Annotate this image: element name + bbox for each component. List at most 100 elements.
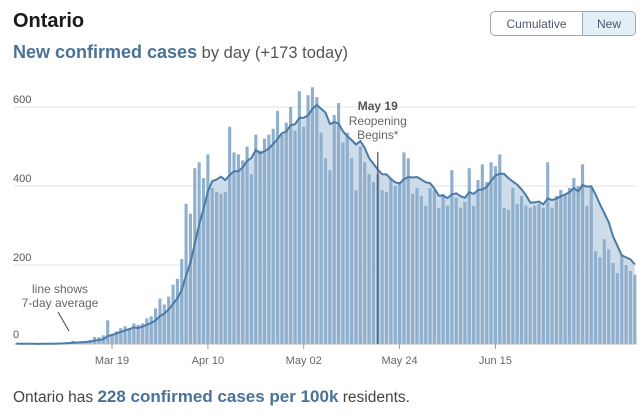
x-tick-label: May 24 <box>382 355 418 367</box>
bar <box>528 207 532 344</box>
subtitle-metric: New confirmed cases <box>13 42 198 62</box>
bar <box>127 328 132 344</box>
bar <box>594 251 598 345</box>
bar <box>454 197 458 344</box>
bar <box>463 201 467 344</box>
bar <box>241 160 245 344</box>
bar <box>350 158 354 344</box>
footer-prefix: Ontario has <box>13 389 98 406</box>
bar <box>476 180 480 344</box>
bar <box>258 150 262 344</box>
footer-suffix: residents. <box>338 389 410 406</box>
footer-summary: Ontario has 228 confirmed cases per 100k… <box>13 387 410 407</box>
bar <box>319 132 323 344</box>
chart-subtitle: New confirmed cases by day (+173 today) <box>13 42 348 63</box>
bar <box>472 205 476 344</box>
bar <box>546 162 550 344</box>
bar <box>537 203 541 344</box>
bar <box>602 239 606 344</box>
bar <box>533 205 537 344</box>
reopening-label-line1: Reopening <box>349 114 407 128</box>
seven-day-average-line <box>16 103 636 345</box>
bar <box>402 152 406 344</box>
bar <box>328 170 332 344</box>
bar <box>332 114 336 345</box>
y-tick-label: 200 <box>13 252 31 264</box>
bar <box>467 168 471 344</box>
bar <box>323 158 328 344</box>
bar <box>550 207 554 344</box>
bar <box>149 316 153 344</box>
bar <box>267 134 271 344</box>
bar <box>620 255 624 345</box>
bar <box>167 296 171 344</box>
y-tick-label: 400 <box>13 173 31 185</box>
y-tick-label: 0 <box>13 329 19 341</box>
bar <box>511 187 515 344</box>
bar <box>554 195 558 345</box>
bar <box>519 195 524 345</box>
bar <box>245 146 249 344</box>
bar <box>371 182 375 344</box>
average-note-pointer <box>57 311 70 332</box>
bar <box>228 126 232 344</box>
bar <box>633 274 637 345</box>
x-tick-label: Mar 19 <box>95 355 129 367</box>
bar <box>136 325 140 344</box>
bar <box>358 146 362 344</box>
bar <box>175 278 179 344</box>
average-note-line2: 7-day average <box>22 296 99 310</box>
bar <box>289 107 293 344</box>
x-tick-label: May 02 <box>286 355 322 367</box>
bar <box>193 168 197 344</box>
bar <box>345 132 349 344</box>
bar <box>310 87 314 344</box>
bar <box>154 308 158 344</box>
bar <box>271 128 275 344</box>
bar <box>197 162 201 344</box>
bar <box>498 154 502 344</box>
bar <box>389 178 393 344</box>
view-toggle[interactable]: Cumulative New <box>490 11 636 36</box>
bar <box>297 91 301 344</box>
bar <box>171 284 175 344</box>
daily-cases-chart: 0 200 400 600 Mar 19 Apr 10 May 02 May 24 Jun 15… <box>13 87 637 367</box>
bar <box>576 186 580 344</box>
bar <box>589 187 593 344</box>
bar <box>110 334 114 345</box>
bar <box>162 304 166 344</box>
bar <box>180 259 184 344</box>
bar <box>424 205 428 344</box>
bar <box>145 318 149 344</box>
bar <box>337 103 341 344</box>
bar <box>210 187 214 344</box>
bar <box>489 162 493 344</box>
bar <box>284 122 288 344</box>
bar <box>419 195 423 345</box>
bar <box>215 191 219 344</box>
bar <box>450 170 454 344</box>
cumulative-toggle-button[interactable]: Cumulative <box>491 12 583 35</box>
bar <box>611 263 615 344</box>
bar <box>276 110 280 344</box>
footer-stat: 228 confirmed cases per 100k <box>97 387 339 406</box>
bar <box>293 130 297 344</box>
bar <box>541 207 545 344</box>
bar <box>559 189 563 344</box>
bar <box>397 182 402 344</box>
bar <box>219 193 223 344</box>
bar <box>502 207 506 344</box>
bar <box>223 191 227 344</box>
reopening-date-label: May 19 <box>358 99 398 113</box>
bar <box>406 158 410 344</box>
y-tick-label: 600 <box>13 94 31 106</box>
bar <box>437 207 441 344</box>
bar <box>524 205 528 344</box>
bar <box>506 209 511 344</box>
bar <box>480 164 484 344</box>
new-toggle-button[interactable]: New <box>583 12 635 35</box>
bar <box>119 328 123 344</box>
bar <box>393 186 397 344</box>
bar <box>380 189 384 344</box>
bar <box>441 193 445 344</box>
